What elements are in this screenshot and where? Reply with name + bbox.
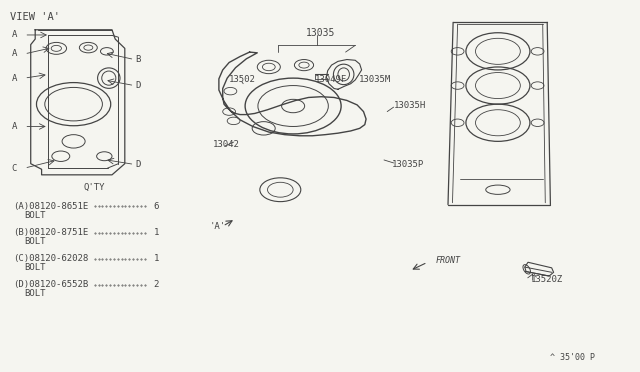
Text: (B)08120-8751E: (B)08120-8751E: [13, 228, 88, 237]
Text: (A)08120-8651E: (A)08120-8651E: [13, 202, 88, 211]
Text: ^ 35'00 P: ^ 35'00 P: [550, 353, 595, 362]
Text: BOLT: BOLT: [24, 211, 46, 220]
Text: BOLT: BOLT: [24, 289, 46, 298]
Text: BOLT: BOLT: [24, 237, 46, 246]
Text: 1: 1: [154, 254, 159, 263]
Text: VIEW 'A': VIEW 'A': [10, 12, 60, 22]
Text: 13042: 13042: [212, 140, 239, 149]
Text: D: D: [136, 81, 141, 90]
Text: 2: 2: [154, 280, 159, 289]
Text: D: D: [136, 160, 141, 169]
Text: (C)08120-62028: (C)08120-62028: [13, 254, 88, 263]
Text: BOLT: BOLT: [24, 263, 46, 272]
Text: 13035M: 13035M: [358, 76, 390, 84]
Text: 'A': 'A': [209, 222, 226, 231]
Text: C: C: [12, 164, 17, 173]
Text: 13502: 13502: [229, 76, 256, 84]
Text: A: A: [12, 31, 17, 39]
Text: 6: 6: [154, 202, 159, 211]
Text: A: A: [12, 49, 17, 58]
Text: B: B: [136, 55, 141, 64]
Text: 13035H: 13035H: [394, 101, 426, 110]
Text: Q'TY: Q'TY: [83, 183, 105, 192]
Text: (D)08120-6552B: (D)08120-6552B: [13, 280, 88, 289]
Text: 13035P: 13035P: [392, 160, 424, 169]
Text: 13049F: 13049F: [315, 76, 347, 84]
Text: A: A: [12, 122, 17, 131]
Text: A: A: [12, 74, 17, 83]
Text: 13520Z: 13520Z: [531, 275, 563, 284]
Text: 13035: 13035: [306, 28, 335, 38]
Text: FRONT: FRONT: [435, 256, 460, 265]
Text: 1: 1: [154, 228, 159, 237]
